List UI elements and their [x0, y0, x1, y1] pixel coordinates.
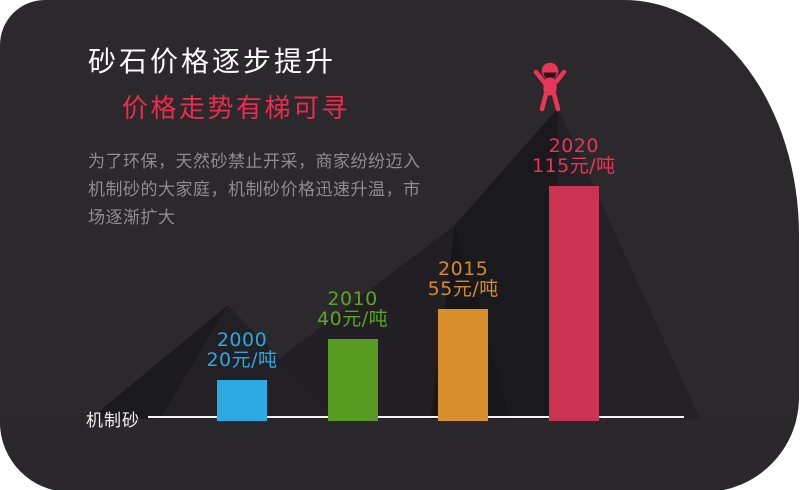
bar-price: 115元/吨 — [531, 155, 616, 177]
description-text: 为了环保，天然砂禁止开采，商家纷纷迈入机制砂的大家庭，机制砂价格迅速升温，市场逐… — [88, 152, 421, 228]
bar-group: 2015 55元/吨 — [393, 259, 533, 421]
bar-label: 2010 40元/吨 — [317, 289, 388, 329]
bar — [548, 186, 599, 421]
page-subtitle: 价格走势有梯可寻 — [122, 94, 351, 124]
bar-price: 40元/吨 — [317, 308, 389, 330]
bar-price: 20元/吨 — [206, 349, 278, 371]
bar-group: 2020 115元/吨 — [504, 136, 644, 421]
x-axis-line — [148, 416, 684, 418]
cheering-person-icon — [533, 62, 567, 112]
bar-year: 2000 — [216, 329, 268, 351]
bar — [438, 309, 489, 421]
page-title: 砂石价格逐步提升 — [88, 45, 337, 78]
bar-label: 2020 115元/吨 — [532, 136, 616, 176]
bar-year: 2010 — [327, 288, 378, 310]
bar — [217, 380, 267, 421]
bar-year: 2015 — [438, 258, 489, 280]
bar-label: 2000 20元/吨 — [206, 330, 277, 370]
bar-group: 2010 40元/吨 — [283, 289, 423, 421]
bar-year: 2020 — [548, 135, 599, 157]
bar — [327, 339, 378, 421]
bar-price: 55元/吨 — [427, 278, 499, 300]
bar-group: 2000 20元/吨 — [172, 330, 312, 421]
x-axis-label: 机制砂 — [86, 411, 140, 431]
bar-label: 2015 55元/吨 — [428, 259, 499, 299]
